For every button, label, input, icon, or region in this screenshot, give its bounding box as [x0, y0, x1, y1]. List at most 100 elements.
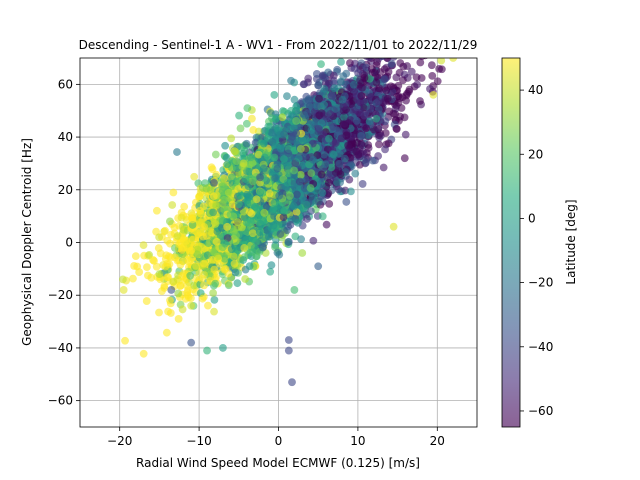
- scatter-point: [187, 301, 196, 310]
- scatter-point: [241, 275, 250, 283]
- scatter-point: [168, 201, 177, 209]
- scatter-point: [231, 147, 240, 156]
- scatter-point: [361, 158, 370, 167]
- scatter-point: [180, 202, 189, 211]
- scatter-point: [162, 328, 171, 337]
- scatter-point: [401, 130, 410, 139]
- scatter-point: [318, 212, 327, 221]
- scatter-point: [174, 314, 183, 323]
- scatter-point: [131, 252, 140, 261]
- scatter-point: [317, 60, 325, 69]
- scatter-point: [143, 263, 151, 272]
- scatter-point: [376, 131, 385, 140]
- scatter-point: [173, 148, 181, 156]
- chart-title: Descending - Sentinel-1 A - WV1 - From 2…: [79, 38, 478, 52]
- scatter-point: [441, 20, 449, 28]
- scatter-points: [118, 0, 458, 387]
- scatter-point: [212, 202, 221, 210]
- scatter-point: [418, 58, 426, 61]
- scatter-point: [392, 73, 401, 82]
- scatter-point: [437, 65, 446, 74]
- scatter-point: [365, 58, 373, 61]
- scatter-point: [394, 28, 402, 36]
- scatter-point: [245, 262, 254, 271]
- scatter-point: [198, 294, 207, 303]
- scatter-point: [399, 76, 407, 85]
- scatter-point: [176, 281, 185, 290]
- scatter-point: [298, 249, 307, 257]
- scatter-point: [416, 97, 424, 105]
- scatter-point: [400, 9, 408, 17]
- scatter-point: [200, 281, 208, 290]
- scatter-point: [389, 109, 398, 118]
- scatter-point: [297, 235, 306, 244]
- scatter-point: [379, 163, 388, 172]
- scatter-point: [407, 67, 416, 76]
- scatter-point: [204, 301, 212, 310]
- scatter-point: [174, 289, 183, 298]
- scatter-point: [374, 125, 383, 133]
- scatter-point: [235, 111, 243, 120]
- scatter-point: [283, 92, 291, 101]
- scatter-point: [163, 236, 172, 245]
- scatter-point: [129, 274, 137, 283]
- scatter-point: [342, 198, 351, 206]
- scatter-point: [389, 58, 398, 61]
- scatter-point: [324, 189, 333, 198]
- scatter-point: [374, 152, 383, 160]
- scatter-point: [325, 199, 334, 208]
- scatter-point: [347, 187, 355, 196]
- scatter-point: [394, 81, 403, 90]
- scatter-point: [149, 256, 157, 264]
- scatter-point: [161, 226, 169, 235]
- scatter-point: [167, 230, 175, 239]
- scatter-point: [228, 173, 236, 182]
- scatter-point: [356, 160, 364, 169]
- scatter-point: [239, 256, 248, 264]
- scatter-point: [211, 150, 220, 159]
- scatter-point: [181, 294, 190, 303]
- scatter-point: [407, 0, 415, 6]
- scatter-point: [364, 141, 373, 149]
- scatter-point: [430, 28, 438, 36]
- scatter-point: [375, 140, 383, 149]
- scatter-point: [209, 289, 218, 297]
- scatter-point: [190, 172, 199, 181]
- scatter-point: [155, 308, 163, 317]
- scatter-point: [309, 236, 318, 245]
- scatter-point: [233, 279, 242, 288]
- scatter-point: [178, 305, 187, 314]
- scatter-point: [221, 141, 230, 150]
- scatter-point: [312, 70, 321, 78]
- scatter-point: [154, 244, 163, 253]
- scatter-point: [164, 307, 172, 316]
- scatter-point: [177, 213, 186, 222]
- scatter-point: [427, 61, 436, 70]
- scatter-point: [378, 58, 386, 61]
- scatter-point: [314, 81, 323, 90]
- scatter-point: [342, 69, 351, 78]
- scatter-point: [400, 154, 409, 163]
- scatter-point: [304, 74, 313, 83]
- scatter-point: [152, 206, 161, 215]
- scatter-point: [290, 95, 299, 104]
- scatter-point: [291, 232, 300, 241]
- scatter-point: [373, 58, 381, 66]
- scatter-point: [396, 112, 405, 121]
- scatter-point: [364, 131, 373, 139]
- scatter-point: [350, 64, 359, 73]
- scatter-point: [368, 156, 377, 165]
- scatter-point: [208, 165, 217, 174]
- scatter-point: [169, 188, 178, 197]
- scatter-point: [351, 169, 360, 178]
- scatter-point: [139, 349, 148, 358]
- scatter-point: [227, 134, 236, 143]
- scatter-point: [416, 58, 425, 67]
- scatter-point: [183, 281, 191, 290]
- scatter-point: [212, 170, 221, 179]
- scatter-point: [306, 207, 315, 215]
- scatter-point: [337, 58, 345, 66]
- scatter-point: [387, 59, 396, 68]
- scatter-point: [121, 336, 129, 345]
